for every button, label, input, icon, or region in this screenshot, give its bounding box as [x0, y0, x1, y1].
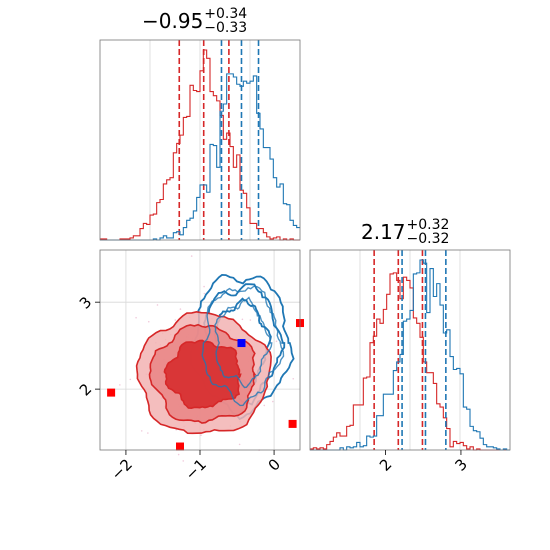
joint-xtick-label: −2 — [108, 455, 136, 483]
sample-point — [135, 316, 137, 319]
sample-point — [200, 434, 202, 437]
sample-point — [174, 319, 177, 321]
blue-marker-0 — [237, 339, 246, 348]
red-marker-3 — [288, 419, 297, 428]
blue-contour-overlay-0 — [201, 285, 285, 407]
hist-x-frame — [99, 39, 301, 241]
sample-point — [190, 255, 193, 257]
joint-ytick-label: 2 — [76, 380, 95, 399]
hist-y-step-1 — [310, 259, 510, 451]
joint-xtick-label: 0 — [265, 455, 284, 474]
sample-point — [292, 377, 295, 380]
marginal-y-title: 2.17 +0.32 −0.32 — [361, 218, 449, 246]
sample-point — [203, 292, 206, 295]
marginal-y-panel — [309, 249, 511, 451]
hist-x-step-1 — [100, 73, 300, 241]
title-x-value: −0.95 — [142, 9, 204, 33]
red-contour-2 — [163, 339, 242, 410]
sample-point — [179, 308, 182, 310]
blue-contour-overlay-1 — [214, 296, 273, 389]
hist-y-xtick-label: 2 — [376, 455, 395, 474]
sample-point — [140, 430, 143, 432]
title-x-minus: −0.33 — [204, 20, 248, 36]
sample-point — [275, 340, 278, 343]
joint-scatter-panel — [99, 249, 304, 462]
joint-ytick-label: 3 — [76, 293, 95, 312]
hist-y-xtick-label: 3 — [451, 455, 470, 474]
sample-point — [238, 443, 241, 446]
sample-point — [177, 453, 180, 456]
sample-point — [156, 304, 159, 306]
sample-point — [241, 318, 244, 321]
sample-point — [129, 378, 132, 381]
marginal-x-title: −0.95 +0.34 −0.33 — [142, 7, 247, 35]
sample-point — [249, 319, 252, 321]
hist-y-step-0 — [310, 272, 510, 451]
hist-y-frame — [309, 249, 511, 451]
sample-point — [263, 404, 266, 407]
sample-point — [147, 432, 149, 434]
sample-point — [147, 320, 150, 323]
sample-point — [182, 460, 185, 462]
red-marker-0 — [107, 388, 116, 397]
sample-point — [271, 400, 274, 403]
sample-point — [119, 384, 121, 386]
red-marker-1 — [176, 442, 184, 451]
title-y-value: 2.17 — [361, 220, 406, 244]
title-y-minus: −0.32 — [406, 231, 450, 247]
marginal-x-panel — [99, 39, 301, 241]
title-x-plus: +0.34 — [204, 6, 248, 22]
joint-xtick-label: −1 — [182, 455, 210, 483]
sample-point — [203, 285, 205, 288]
title-y-plus: +0.32 — [406, 217, 450, 233]
